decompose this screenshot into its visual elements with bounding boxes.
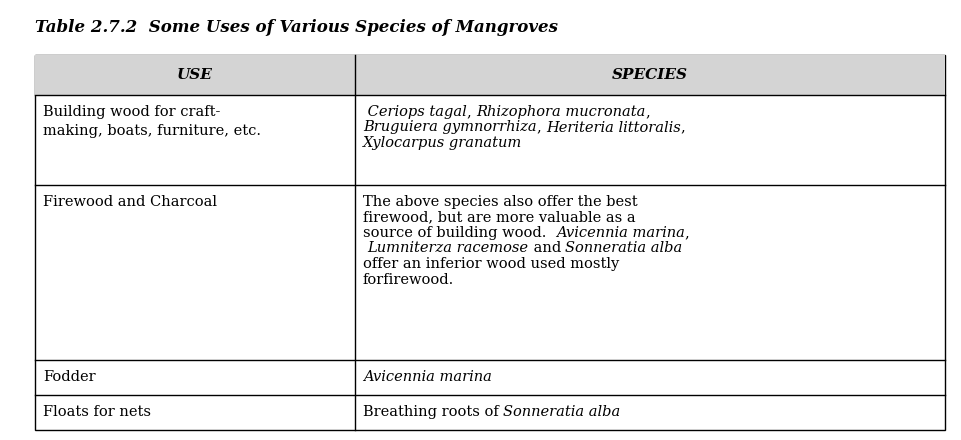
Text: ,: , — [680, 121, 685, 135]
Text: Floats for nets: Floats for nets — [43, 405, 151, 419]
Text: and: and — [529, 242, 565, 256]
Text: Fodder: Fodder — [43, 370, 95, 384]
Text: Heriteria littoralis: Heriteria littoralis — [546, 121, 680, 135]
Text: Bruguiera gymnorrhiza: Bruguiera gymnorrhiza — [362, 121, 536, 135]
Text: Firewood and Charcoal: Firewood and Charcoal — [43, 195, 217, 209]
Text: Ceriops tagal: Ceriops tagal — [362, 105, 466, 119]
Text: Breathing roots of: Breathing roots of — [362, 405, 503, 419]
Text: Table 2.7.2  Some Uses of Various Species of Mangroves: Table 2.7.2 Some Uses of Various Species… — [35, 19, 557, 37]
Text: Sonneratia alba: Sonneratia alba — [503, 405, 620, 419]
Text: ,: , — [536, 121, 546, 135]
Text: Lumniterza racemose: Lumniterza racemose — [367, 242, 529, 256]
Text: ,: , — [684, 226, 688, 240]
Text: forfirewood.: forfirewood. — [362, 272, 454, 286]
Text: Avicennia marina: Avicennia marina — [362, 370, 491, 384]
Text: Xylocarpus granatum: Xylocarpus granatum — [362, 136, 522, 150]
Text: Sonneratia alba: Sonneratia alba — [565, 242, 682, 256]
Text: Building wood for craft-
making, boats, furniture, etc.: Building wood for craft- making, boats, … — [43, 105, 260, 139]
Text: SPECIES: SPECIES — [611, 68, 687, 82]
Text: The above species also offer the best: The above species also offer the best — [362, 195, 637, 209]
Text: Avicennia marina: Avicennia marina — [555, 226, 684, 240]
Text: ,: , — [645, 105, 650, 119]
Text: Rhizophora mucronata: Rhizophora mucronata — [476, 105, 645, 119]
Text: ,: , — [466, 105, 476, 119]
Bar — [35, 55, 944, 430]
Text: offer an inferior wood used mostly: offer an inferior wood used mostly — [362, 257, 619, 271]
Text: firewood, but are more valuable as a: firewood, but are more valuable as a — [362, 210, 635, 224]
Bar — [35, 55, 944, 95]
Text: USE: USE — [177, 68, 212, 82]
Text: source of building wood.: source of building wood. — [362, 226, 555, 240]
